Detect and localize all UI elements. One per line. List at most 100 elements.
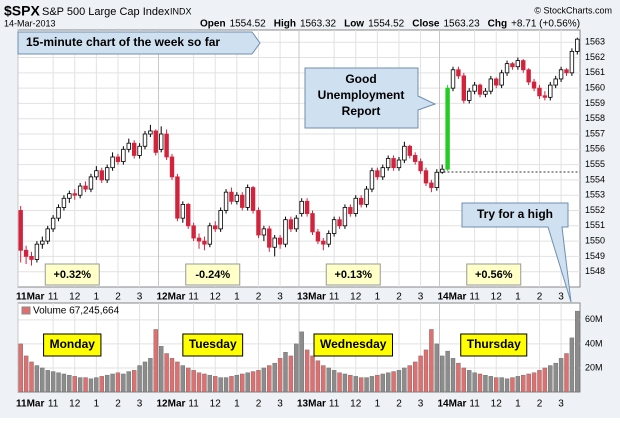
callout: [461, 202, 572, 303]
x-tick-label: 1: [515, 292, 521, 303]
volume-bar: [531, 372, 537, 393]
note: 15-minute chart of the week so far: [26, 35, 220, 49]
volume-bar: [77, 377, 83, 393]
candle-body: [159, 133, 164, 150]
candle-body: [72, 193, 77, 196]
day-boxes: +0.32% Monday -0.24% Tuesday +0.13% Wednesday…: [43, 263, 528, 357]
candle-body: [358, 197, 364, 205]
candle-body: [191, 225, 196, 239]
stat-label: Open: [200, 19, 226, 30]
candle-body: [94, 170, 99, 178]
volume-bar: [515, 376, 521, 393]
volume-bar: [526, 373, 531, 393]
y-tick-label: 1555: [585, 159, 605, 169]
candle-body: [564, 69, 569, 74]
candle-body: [456, 69, 461, 77]
change-box: [44, 263, 100, 286]
volume-bar: [234, 374, 240, 393]
candle-body: [402, 145, 407, 161]
candle-body: [526, 69, 531, 83]
candle-body: [277, 237, 283, 245]
candle-body: [548, 84, 553, 98]
candle-body: [504, 63, 510, 74]
x-tick-label: 12: [491, 292, 503, 303]
volume-bar: [569, 337, 575, 393]
change-box: [325, 263, 381, 286]
y-tick-label: 1556: [585, 144, 605, 154]
candle-body: [326, 233, 331, 245]
candle-body: [553, 78, 558, 86]
candle-body: [67, 193, 72, 199]
stat-label: Close: [412, 19, 440, 30]
x-tick-label: 3: [137, 292, 143, 303]
volume-bar: [472, 372, 477, 393]
candle-body: [267, 228, 272, 248]
candle-body: [207, 225, 213, 245]
y-tick-label: 1562: [585, 52, 605, 62]
volume-bar: [137, 365, 142, 393]
candle-body: [99, 170, 104, 181]
volume-bar: [153, 329, 158, 393]
candle-body: [558, 69, 564, 80]
volume-bar: [477, 373, 483, 393]
candle-body: [542, 95, 548, 98]
x-tick-label: 2: [537, 399, 543, 410]
stat-label: Low: [344, 19, 364, 30]
candle-body: [202, 240, 207, 245]
candle-body: [83, 185, 88, 190]
volume-bar: [450, 358, 456, 393]
candle-body: [40, 240, 45, 245]
change-box: [466, 263, 522, 286]
volume-bar: [337, 372, 342, 393]
volume-bar: [218, 377, 223, 393]
volume-bar: [250, 371, 256, 393]
x-tick-label: 1: [375, 292, 381, 303]
candle-body: [385, 158, 391, 169]
volume-bar: [440, 355, 445, 393]
candle-body: [342, 207, 348, 227]
candle-body: [88, 176, 94, 190]
y-tick-label: 1560: [585, 83, 605, 93]
volume-bar: [402, 367, 407, 393]
volume-bar: [202, 373, 207, 393]
candle-body: [115, 156, 121, 162]
volume-bar: [553, 362, 558, 393]
candle-body: [240, 194, 245, 208]
candle-body: [261, 228, 267, 236]
change-label: +0.13%: [334, 269, 372, 281]
volume-bar: [310, 355, 315, 393]
stat-value: 1563.23: [443, 19, 480, 30]
x-tick-label: 3: [418, 292, 424, 303]
volume-bar: [391, 371, 396, 393]
candle-body: [234, 194, 240, 202]
y-tick-label: 1550: [585, 235, 605, 245]
day-box: [313, 333, 393, 357]
candle-body: [310, 213, 315, 233]
x-tick-label: 11: [469, 292, 480, 303]
x-tick-label: 2: [256, 399, 262, 410]
volume-bar: [40, 367, 45, 393]
volume-bar: [380, 373, 385, 393]
day-box: [182, 333, 244, 357]
x-tick-label: 12: [69, 292, 81, 303]
x-tick-label: 12Mar: [157, 399, 186, 410]
stat-value: 1554.52: [230, 19, 267, 30]
day-name: Thursday: [467, 337, 521, 351]
candle-body: [34, 243, 40, 260]
volume-bar: [445, 350, 450, 393]
y-tick-label: 1552: [585, 205, 605, 215]
callout-text: Good Unemployment Report: [318, 72, 405, 118]
candle-body: [407, 145, 412, 156]
change-box: [185, 263, 241, 286]
x-tick-label: 11: [469, 399, 480, 410]
candle-body: [531, 81, 537, 89]
volume-bar: [72, 376, 77, 393]
volume-bar: [148, 358, 153, 393]
change-label: -0.24%: [195, 269, 230, 281]
day-name: Monday: [50, 337, 96, 351]
candle-body: [418, 161, 423, 172]
candle-body: [196, 237, 202, 242]
candle-body: [440, 168, 445, 173]
volume-bar: [245, 372, 250, 393]
y2-tick-label: 60M: [585, 314, 603, 324]
